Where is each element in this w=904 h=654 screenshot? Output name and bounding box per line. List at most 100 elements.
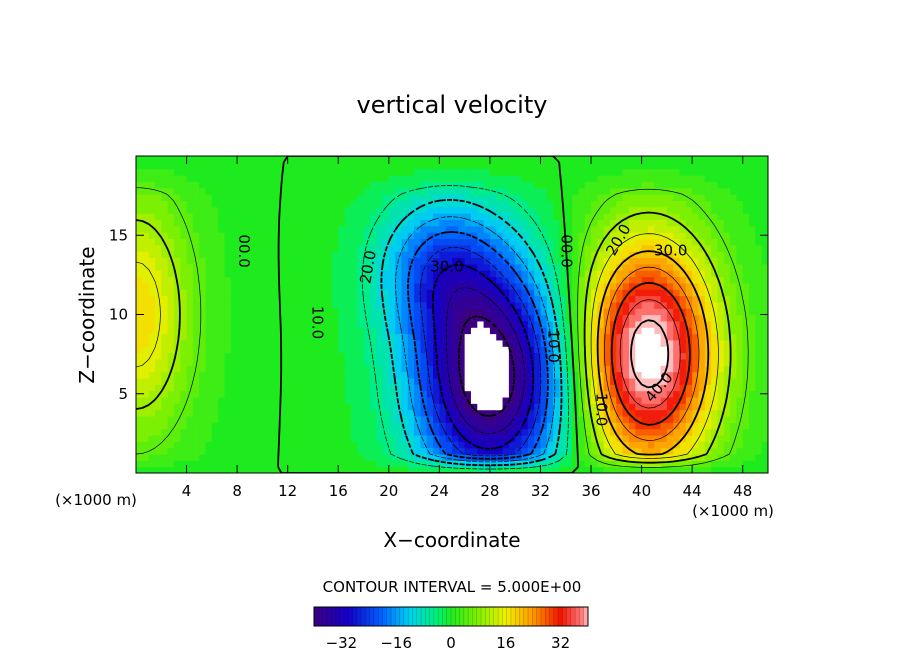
field-cell [420,270,428,278]
field-cell [717,200,725,208]
field-cell [319,225,327,233]
field-cell [173,384,181,392]
field-cell [730,181,737,189]
field-cell [369,187,377,195]
field-cell [407,428,415,436]
field-cell [692,352,700,360]
field-cell [243,270,251,278]
field-cell [287,466,295,473]
field-cell [161,384,169,392]
field-cell [622,422,630,430]
field-cell [458,295,466,303]
field-cell [167,422,175,430]
field-cell [401,365,409,373]
field-cell [685,213,693,220]
field-cell [249,200,257,208]
field-cell [192,295,200,303]
field-cell [142,466,150,473]
field-cell [287,257,295,265]
field-cell [704,181,712,189]
field-cell [496,320,504,328]
field-cell [742,213,750,220]
field-cell [395,156,403,163]
field-cell [407,181,415,189]
field-cell [325,206,333,214]
field-cell [711,409,719,417]
field-cell [363,314,371,322]
field-cell [420,390,428,398]
field-cell [565,339,573,347]
field-cell [382,289,390,297]
field-cell [483,270,491,278]
field-cell [148,447,156,455]
field-cell [521,213,529,220]
field-cell [603,358,611,366]
field-cell [148,200,156,208]
field-cell [730,156,737,163]
field-cell [205,219,213,227]
field-cell [679,327,687,335]
field-cell [173,320,181,328]
field-cell [540,308,548,316]
field-cell [142,346,150,354]
field-cell [154,320,162,328]
field-cell [647,371,655,379]
field-cell [559,409,567,417]
field-cell [749,352,756,360]
field-cell [749,453,756,461]
field-cell [723,194,731,201]
field-cell [376,295,384,303]
field-cell [420,232,428,240]
field-cell [325,320,333,328]
field-cell [281,175,289,182]
field-cell [357,206,365,214]
field-cell [546,168,554,176]
field-cell [173,358,181,366]
field-cell [641,460,649,468]
field-cell [218,339,226,347]
field-cell [205,232,213,240]
field-cell [565,320,573,328]
field-cell [407,213,415,220]
field-cell [395,289,403,297]
field-cell [692,308,700,316]
field-cell [167,358,175,366]
field-cell [458,434,466,442]
field-cell [262,333,270,341]
field-cell [218,162,226,170]
field-cell [464,441,472,449]
field-cell [218,270,226,278]
field-cell [591,339,598,347]
field-cell [312,314,320,322]
field-cell [502,238,510,246]
field-cell [534,162,542,170]
field-cell [300,175,308,182]
field-cell [742,428,750,436]
field-cell [287,333,295,341]
field-cell [142,276,150,284]
field-cell [414,194,421,201]
field-cell [199,257,207,265]
field-cell [199,289,207,297]
field-cell [148,308,156,316]
field-cell [711,276,719,284]
field-cell [167,206,175,214]
field-cell [572,156,579,163]
field-cell [749,295,756,303]
field-cell [433,365,440,373]
field-cell [641,187,649,195]
field-cell [508,466,516,473]
field-cell [635,276,643,284]
field-cell [647,187,655,195]
field-cell [483,219,491,227]
field-cell [654,441,662,449]
field-cell [565,422,573,430]
field-cell [300,422,308,430]
field-cell [237,320,245,328]
field-cell [692,466,700,473]
field-cell [395,314,403,322]
field-cell [325,187,333,195]
field-cell [464,358,472,366]
field-cell [312,352,320,360]
field-cell [736,187,744,195]
